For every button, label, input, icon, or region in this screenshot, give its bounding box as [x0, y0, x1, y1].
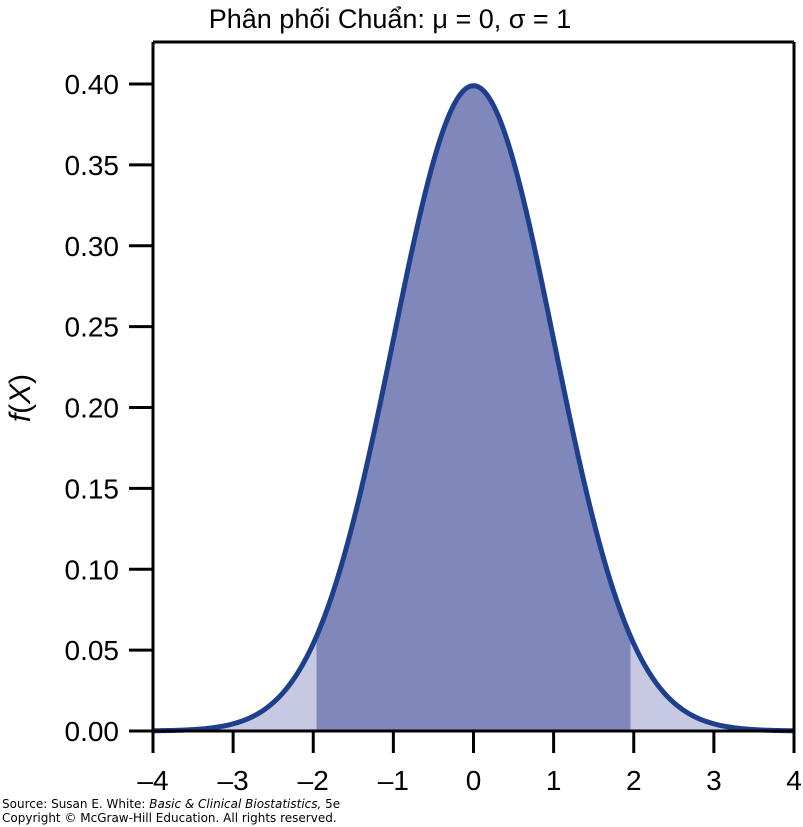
left-tail-area	[153, 636, 317, 731]
y-tick-label: 0.30	[65, 231, 120, 262]
x-tick-label: 2	[626, 765, 642, 796]
x-tick-label: 1	[546, 765, 562, 796]
copyright-text: Copyright © McGraw-Hill Education. All r…	[2, 811, 337, 825]
y-axis-label: f(X)	[4, 374, 37, 422]
source-citation: Source: Susan E. White: Basic & Clinical…	[2, 797, 340, 811]
y-tick-label: 0.20	[65, 393, 120, 424]
y-tick-label: 0.40	[65, 69, 120, 100]
x-tick-label: 3	[706, 765, 722, 796]
y-tick-label: 0.00	[65, 716, 120, 747]
x-tick-label: 4	[786, 765, 802, 796]
copyright-notice: Copyright © McGraw-Hill Education. All r…	[2, 811, 337, 825]
source-edition: 5e	[321, 797, 341, 811]
x-tick-label: –2	[298, 765, 329, 796]
y-tick-label: 0.15	[65, 473, 120, 504]
x-tick-label: –1	[378, 765, 409, 796]
plot-area: 0.00 0.05 0.10 0.15 0.20 0.25 0.30 0.35 0.40 –4 –3…	[65, 40, 802, 796]
density-curve	[152, 83, 795, 734]
central-area	[316, 85, 631, 731]
y-tick-label: 0.10	[65, 554, 120, 585]
source-book-title: Basic & Clinical Biostatistics,	[149, 797, 322, 811]
x-tick-label: 0	[466, 765, 482, 796]
x-tick-label: –4	[137, 765, 168, 796]
chart-title: Phân phối Chuẩn: μ = 0, σ = 1	[209, 4, 571, 34]
right-tail-area	[630, 636, 794, 731]
x-tick-label: –3	[218, 765, 249, 796]
y-tick-label: 0.05	[65, 635, 120, 666]
source-prefix: Source: Susan E. White:	[2, 797, 150, 811]
y-tick-label: 0.25	[65, 312, 120, 343]
y-tick-label: 0.35	[65, 150, 120, 181]
normal-distribution-chart: Phân phối Chuẩn: μ = 0, σ = 1 0.000.050.…	[4, 4, 802, 796]
